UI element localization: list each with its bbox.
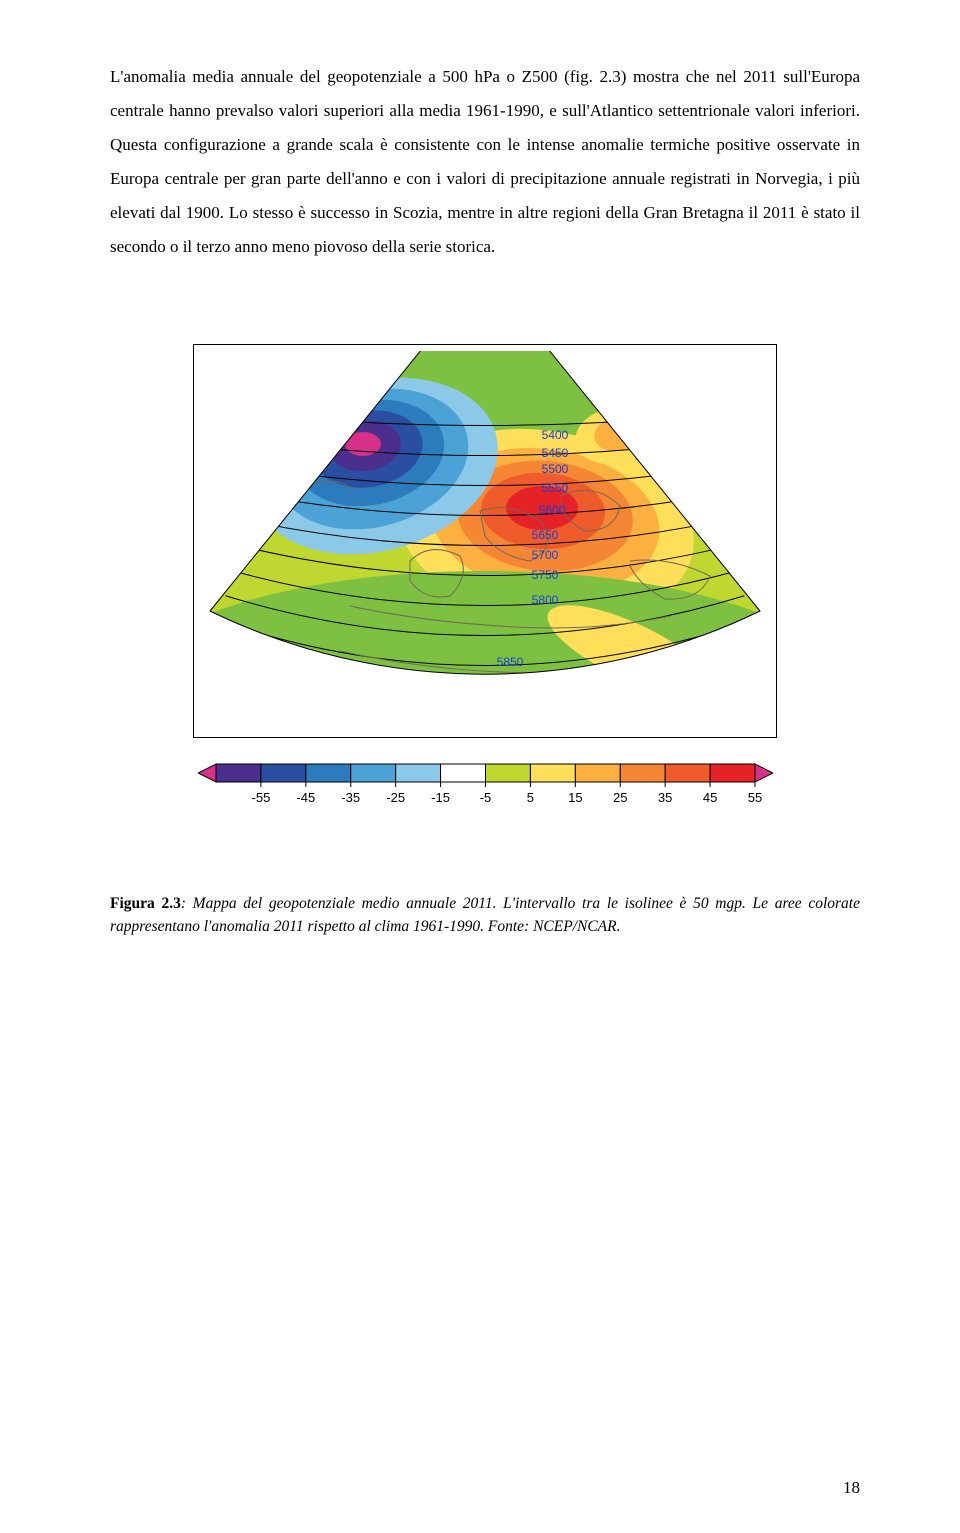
figure-2-3: 5400 5450 5500 5550 5600 5650 5700 5750 5800 5850… [110, 344, 860, 812]
figure-label: Figura 2.3 [110, 895, 181, 912]
svg-text:5800: 5800 [532, 593, 559, 607]
page-number: 18 [843, 1478, 860, 1498]
svg-text:5500: 5500 [542, 462, 569, 476]
caption-text: : Mappa del geopotenziale medio annuale … [110, 895, 860, 935]
svg-text:-15: -15 [431, 790, 450, 805]
svg-text:35: 35 [657, 790, 671, 805]
svg-text:5650: 5650 [532, 528, 559, 542]
svg-text:45: 45 [702, 790, 716, 805]
svg-text:5600: 5600 [539, 503, 566, 517]
figure-caption: Figura 2.3: Mappa del geopotenziale medi… [110, 892, 860, 939]
svg-text:5: 5 [526, 790, 533, 805]
svg-text:5700: 5700 [532, 548, 559, 562]
svg-text:15: 15 [568, 790, 582, 805]
svg-text:5550: 5550 [542, 481, 569, 495]
svg-text:-35: -35 [341, 790, 360, 805]
svg-text:-45: -45 [296, 790, 315, 805]
svg-text:55: 55 [747, 790, 761, 805]
svg-text:5400: 5400 [542, 428, 569, 442]
svg-text:-5: -5 [479, 790, 491, 805]
svg-text:5450: 5450 [542, 446, 569, 460]
colorbar: -55-45-35-25-15-551525354555 [198, 762, 773, 812]
anomaly-colorbar: -55-45-35-25-15-551525354555 [198, 762, 773, 812]
svg-text:5850: 5850 [497, 655, 524, 669]
geopotential-map: 5400 5450 5500 5550 5600 5650 5700 5750 5800 5850 [200, 351, 770, 731]
svg-text:-25: -25 [386, 790, 405, 805]
svg-text:25: 25 [613, 790, 627, 805]
map-frame: 5400 5450 5500 5550 5600 5650 5700 5750 5800 5850 [193, 344, 777, 738]
svg-text:5750: 5750 [532, 568, 559, 582]
svg-text:-55: -55 [251, 790, 270, 805]
body-paragraph: L'anomalia media annuale del geopotenzia… [110, 60, 860, 264]
